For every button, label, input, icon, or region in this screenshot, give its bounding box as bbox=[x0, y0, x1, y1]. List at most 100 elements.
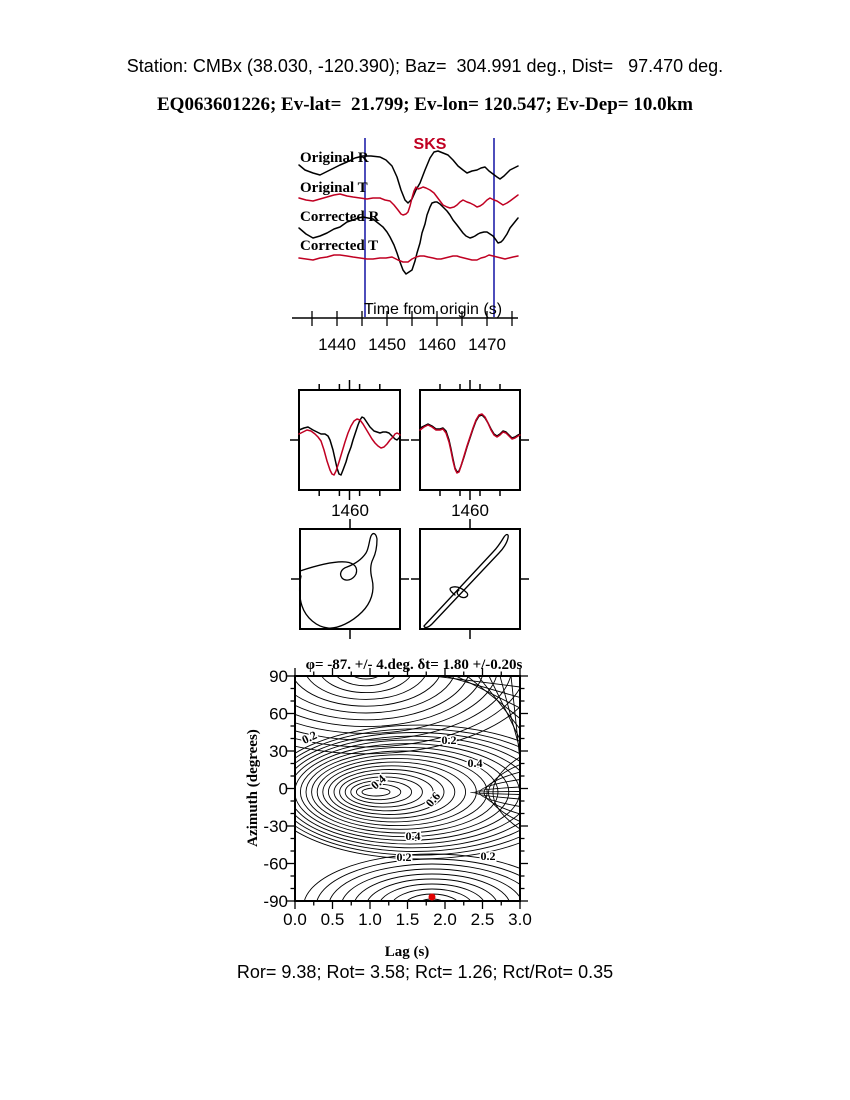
event-title: EQ063601226; Ev-lat= 21.799; Ev-lon= 120… bbox=[157, 94, 693, 115]
contour-line bbox=[483, 771, 520, 815]
contour-level-label: 0.2 bbox=[481, 849, 496, 863]
contour-line bbox=[295, 676, 441, 707]
contour-line bbox=[350, 780, 413, 804]
particle-motion-panels bbox=[291, 519, 529, 639]
comparison-left-red-trace bbox=[298, 418, 401, 476]
azimuth-tick-label: -90 bbox=[263, 892, 288, 911]
contour-line bbox=[477, 676, 520, 730]
lag-axis-label: Lag (s) bbox=[385, 944, 430, 960]
comparison-panels: 1460 1460 bbox=[290, 380, 529, 520]
contour-line bbox=[306, 676, 426, 700]
contour-panel: φ= -87. +/- 4.deg. δt= 1.80 +/-0.20s 0.2… bbox=[245, 657, 532, 960]
contour-line bbox=[352, 676, 380, 680]
contour-line bbox=[361, 787, 391, 797]
contour-level-label: 0.2 bbox=[442, 733, 457, 747]
particle-motion-original-curve bbox=[298, 532, 378, 629]
azimuth-axis-label: Azimuth (degrees) bbox=[245, 729, 261, 847]
comparison-left-tick-label: 1460 bbox=[331, 501, 369, 520]
contour-line bbox=[295, 732, 520, 852]
comparison-left-black-trace bbox=[298, 416, 401, 476]
lag-tick-label: 2.5 bbox=[471, 910, 495, 929]
contour-line bbox=[295, 676, 512, 741]
contour-line bbox=[322, 761, 467, 823]
azimuth-tick-label: -30 bbox=[263, 817, 288, 836]
trace-label-corrected-t: Corrected T bbox=[300, 238, 378, 254]
contour-level-label: 0.6 bbox=[423, 789, 443, 809]
contour-line bbox=[295, 676, 497, 734]
azimuth-tick-label: 0 bbox=[279, 780, 288, 799]
azimuth-tick-label: -60 bbox=[263, 855, 288, 874]
contour-title: φ= -87. +/- 4.deg. δt= 1.80 +/-0.20s bbox=[306, 657, 523, 673]
contour-line bbox=[336, 676, 396, 687]
time-tick-label: 1470 bbox=[468, 335, 506, 354]
stats-line: Ror= 9.38; Rot= 3.58; Rct= 1.26; Rct/Rot… bbox=[236, 962, 614, 982]
contour-line bbox=[316, 757, 477, 827]
comparison-right-black-trace bbox=[419, 414, 521, 473]
trace-label-original-r: Original R bbox=[300, 150, 369, 166]
time-tick-label: 1440 bbox=[318, 335, 356, 354]
particle-motion-corrected-curve bbox=[423, 533, 509, 629]
contour-line bbox=[295, 676, 469, 721]
time-axis-ticks: 1440 1450 1460 1470 bbox=[311, 311, 513, 354]
contour-line bbox=[444, 676, 520, 698]
contour-line bbox=[295, 676, 483, 728]
time-tick-label: 1450 bbox=[368, 335, 406, 354]
contour-line bbox=[316, 858, 520, 901]
waveform-panel: SKS Original R Original T Corrected R Co… bbox=[292, 136, 519, 354]
contour-line bbox=[295, 739, 520, 845]
contour-line bbox=[295, 706, 520, 755]
contour-line bbox=[470, 791, 520, 795]
contour-line bbox=[333, 769, 445, 815]
corrected-r-trace bbox=[298, 201, 519, 275]
contour-level-label: 0.2 bbox=[300, 728, 320, 747]
contour-line bbox=[379, 883, 485, 901]
station-title: Station: CMBx (38.030, -120.390); Baz= 3… bbox=[126, 56, 724, 76]
trace-label-corrected-r: Corrected R bbox=[300, 209, 379, 225]
contour-axes: 90 60 30 0 -30 -60 -900.0 0.5 1.0 1.5 2.0 2.5 3.0 bbox=[263, 667, 531, 929]
contour-line bbox=[479, 779, 520, 807]
contour-line bbox=[303, 853, 520, 901]
comparison-left-box bbox=[298, 389, 401, 491]
corrected-t-trace bbox=[298, 254, 519, 263]
contour-line bbox=[466, 676, 520, 719]
lag-tick-label: 3.0 bbox=[508, 910, 532, 929]
original-r-trace bbox=[298, 150, 519, 204]
contour-line bbox=[488, 676, 520, 740]
contour-line bbox=[455, 676, 520, 709]
contour-line bbox=[295, 676, 455, 714]
contour-line bbox=[510, 676, 520, 761]
contour-line bbox=[327, 765, 456, 819]
lag-tick-label: 0.5 bbox=[321, 910, 345, 929]
contour-line bbox=[341, 868, 520, 901]
phase-label: SKS bbox=[414, 136, 447, 153]
azimuth-tick-label: 60 bbox=[269, 705, 288, 724]
comparison-right-red-trace bbox=[419, 413, 521, 474]
contour-line bbox=[355, 783, 402, 801]
contour-line bbox=[392, 888, 472, 901]
contour-line bbox=[492, 756, 520, 830]
contour-line bbox=[433, 676, 520, 688]
contour-line bbox=[354, 873, 510, 901]
lag-tick-label: 0.0 bbox=[283, 910, 307, 929]
comparison-ticks bbox=[290, 380, 529, 500]
contour-level-label: 0.4 bbox=[468, 756, 483, 770]
contour-line bbox=[320, 676, 412, 694]
contour-level-label: 0.4 bbox=[406, 829, 421, 843]
contour-line bbox=[499, 676, 520, 751]
contour-line bbox=[339, 772, 434, 812]
time-axis-label: Time from origin (s) bbox=[364, 301, 502, 318]
comparison-right-tick-label: 1460 bbox=[451, 501, 489, 520]
lag-tick-label: 2.0 bbox=[433, 910, 457, 929]
contour-line bbox=[295, 687, 520, 748]
contour-line bbox=[474, 786, 520, 800]
contour-level-label: 0.2 bbox=[397, 850, 412, 864]
contour-line bbox=[295, 728, 520, 856]
best-fit-dot bbox=[428, 893, 436, 901]
lag-tick-label: 1.0 bbox=[358, 910, 382, 929]
azimuth-tick-label: 30 bbox=[269, 742, 288, 761]
original-t-trace bbox=[298, 186, 519, 216]
trace-label-original-t: Original T bbox=[300, 180, 368, 196]
contour-line bbox=[329, 863, 520, 901]
